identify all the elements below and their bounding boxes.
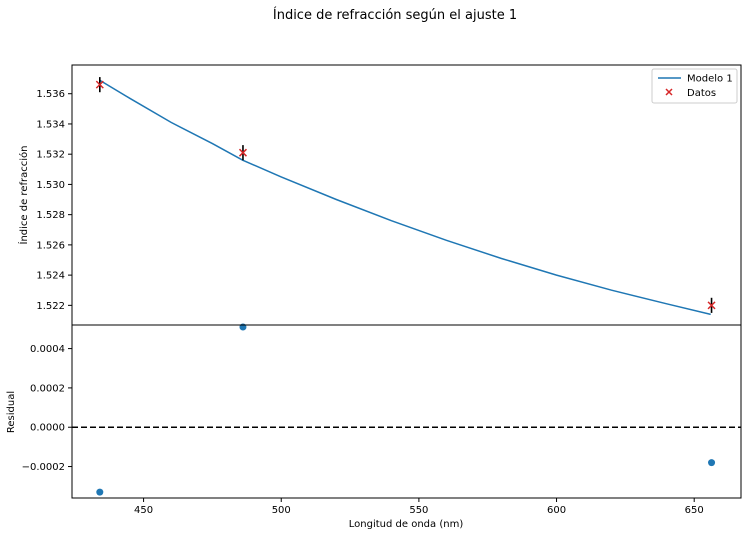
top-ytick-label: 1.524 (36, 271, 65, 282)
bottom-ytick-label: 0.0002 (30, 383, 65, 394)
top-plot-area (95, 77, 716, 316)
bottom-panel: −0.0002 0.0000 0.0002 0.0004 450 500 550 600 650… (6, 323, 742, 530)
top-ytick-group: 1.522 1.524 1.526 1.528 1.530 1.532 1.534 1.536 (36, 89, 72, 312)
legend-data-label: Datos (687, 88, 716, 99)
top-ytick-label: 1.526 (36, 240, 65, 251)
xtick-label: 550 (409, 505, 428, 516)
legend: Modelo 1 Datos (651, 68, 738, 104)
data-point-marker (95, 80, 104, 89)
top-ytick-label: 1.522 (36, 301, 65, 312)
residual-point (708, 459, 716, 467)
xtick-label: 650 (685, 505, 704, 516)
bottom-ytick-label: −0.0002 (22, 462, 65, 473)
model-curve (99, 79, 711, 316)
top-ytick-label: 1.530 (36, 180, 65, 191)
data-point-marker (707, 301, 716, 310)
bottom-tick-group: −0.0002 0.0000 0.0002 0.0004 450 500 550 600 650 (22, 344, 704, 516)
xtick-label: 600 (547, 505, 566, 516)
bottom-axes-frame (71, 324, 742, 499)
xtick-label: 450 (134, 505, 153, 516)
top-panel: 1.522 1.524 1.526 1.528 1.530 1.532 1.534 1.536… (17, 64, 742, 326)
residual-point (96, 488, 104, 496)
legend-model-label: Modelo 1 (687, 74, 733, 85)
top-ytick-label: 1.528 (36, 210, 65, 221)
bottom-y-axis-label: Residual (6, 391, 17, 433)
data-point-marker (238, 148, 247, 157)
top-ytick-label: 1.536 (36, 89, 65, 100)
top-axes-frame (71, 64, 742, 326)
x-axis-label: Longitud de onda (nm) (349, 519, 464, 530)
top-ytick-label: 1.534 (36, 119, 65, 130)
top-ytick-label: 1.532 (36, 150, 65, 161)
xtick-label: 500 (272, 505, 291, 516)
figure-title: Índice de refracción según el ajuste 1 (273, 7, 517, 23)
legend-data-swatch (665, 88, 673, 96)
bottom-ytick-label: 0.0000 (30, 423, 65, 434)
bottom-plot-area (72, 323, 741, 496)
top-y-axis-label: Índice de refracción (17, 146, 30, 245)
bottom-ytick-label: 0.0004 (30, 344, 65, 355)
